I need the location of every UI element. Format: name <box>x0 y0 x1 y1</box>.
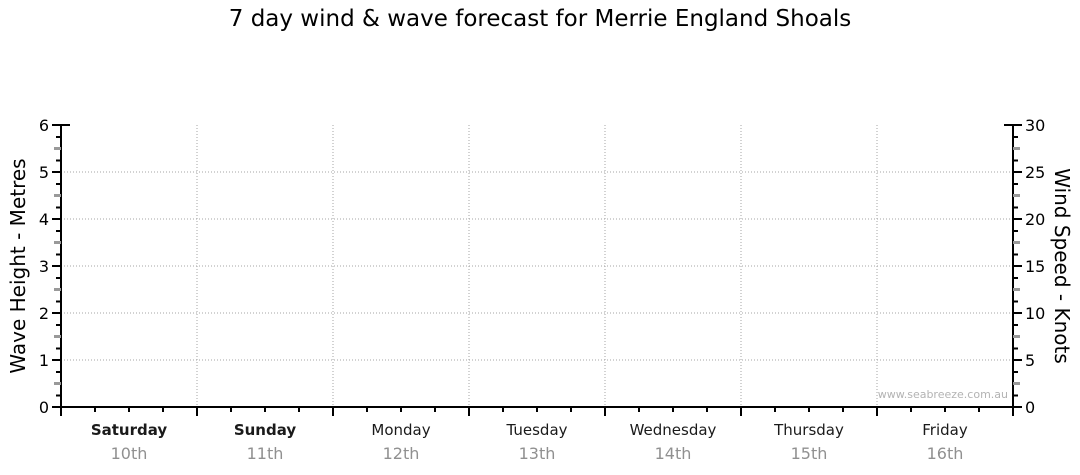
y-tick-label-left: 4 <box>39 210 49 229</box>
watermark-text: www.seabreeze.com.au <box>877 388 1008 401</box>
day-name-label: Sunday <box>234 421 297 439</box>
y-tick-label-right: 10 <box>1025 304 1045 323</box>
y-tick-label-right: 25 <box>1025 163 1045 182</box>
y-tick-label-right: 20 <box>1025 210 1045 229</box>
y-tick-label-left: 2 <box>39 304 49 323</box>
day-name-label: Wednesday <box>630 421 717 439</box>
day-name-label: Friday <box>922 421 968 439</box>
day-date-label: 15th <box>791 444 828 463</box>
day-date-label: 12th <box>383 444 420 463</box>
y-tick-label-right: 30 <box>1025 116 1045 135</box>
day-name-label: Tuesday <box>505 421 567 439</box>
y-tick-label-left: 6 <box>39 116 49 135</box>
day-date-label: 13th <box>519 444 556 463</box>
y-tick-label-left: 3 <box>39 257 49 276</box>
y-tick-label-right: 15 <box>1025 257 1045 276</box>
chart-title: 7 day wind & wave forecast for Merrie En… <box>228 6 852 32</box>
day-date-label: 10th <box>111 444 148 463</box>
y-tick-label-left: 1 <box>39 351 49 370</box>
y-tick-label-right: 5 <box>1025 351 1035 370</box>
day-date-label: 14th <box>655 444 692 463</box>
y-tick-label-left: 5 <box>39 163 49 182</box>
y-tick-label-left: 0 <box>39 398 49 417</box>
day-date-label: 11th <box>247 444 284 463</box>
y-tick-label-right: 0 <box>1025 398 1035 417</box>
day-name-label: Saturday <box>91 421 168 439</box>
day-date-label: 16th <box>927 444 964 463</box>
day-name-label: Monday <box>371 421 430 439</box>
day-name-label: Thursday <box>773 421 844 439</box>
